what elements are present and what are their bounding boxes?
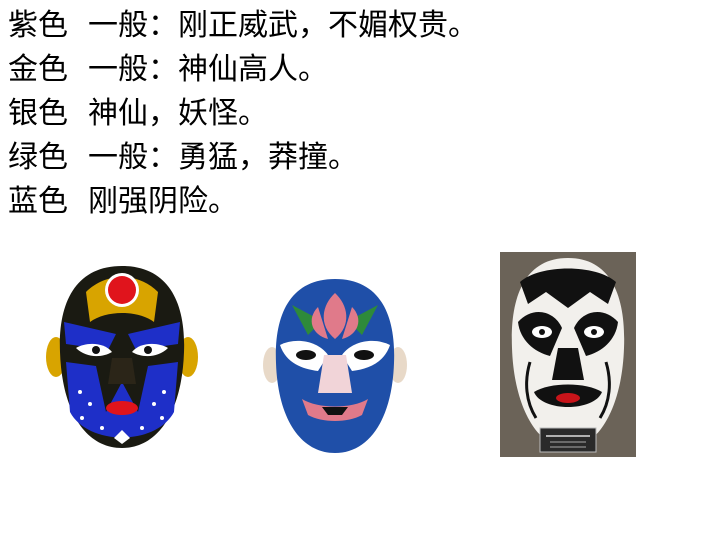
color-meaning: 一般：刚正威武，不媚权贵。 [88, 8, 478, 43]
left-pupil [539, 329, 545, 335]
right-pupil [591, 329, 597, 335]
mouth [556, 393, 580, 403]
line-purple: 紫色 一般：刚正威武，不媚权贵。 [8, 4, 478, 48]
color-label: 紫色 [8, 8, 68, 43]
forehead-black [520, 268, 616, 308]
label-plaque [539, 427, 597, 453]
left-eye [296, 350, 316, 360]
white-dots [78, 390, 166, 430]
mouth [322, 407, 348, 415]
line-blue: 蓝色 刚强阴险。 [8, 180, 478, 224]
gold-mask-image [46, 266, 198, 448]
lotus-left [311, 307, 328, 339]
color-meaning: 一般：神仙高人。 [88, 52, 328, 87]
lower-blue [66, 362, 178, 438]
forehead-sun [108, 276, 136, 304]
blue-mask-image [263, 279, 407, 453]
chin-mark [114, 430, 130, 444]
nose [552, 348, 584, 380]
color-label: 银色 [8, 96, 68, 131]
color-meaning: 一般：勇猛，莽撞。 [88, 140, 358, 175]
color-meaning: 刚强阴险。 [88, 184, 238, 219]
color-label: 蓝色 [8, 184, 68, 219]
line-gold: 金色 一般：神仙高人。 [8, 48, 478, 92]
right-eye [354, 350, 374, 360]
black-white-mask-image [500, 252, 636, 457]
color-label: 金色 [8, 52, 68, 87]
right-pupil [144, 346, 152, 354]
line-green: 绿色 一般：勇猛，莽撞。 [8, 136, 478, 180]
nose [108, 358, 136, 384]
lotus-right [342, 307, 359, 339]
nose [318, 355, 352, 393]
text-lines: 紫色 一般：刚正威武，不媚权贵。 金色 一般：神仙高人。 银色 神仙，妖怪。 绿… [8, 4, 478, 224]
left-brow [64, 322, 116, 350]
right-brow [128, 322, 180, 350]
left-pupil [92, 346, 100, 354]
lotus-center [323, 293, 347, 339]
line-silver: 银色 神仙，妖怪。 [8, 92, 478, 136]
right-cheek-line [598, 361, 611, 419]
mouth [106, 401, 138, 415]
color-label: 绿色 [8, 140, 68, 175]
color-meaning: 神仙，妖怪。 [88, 96, 268, 131]
left-cheek-line [525, 361, 538, 419]
